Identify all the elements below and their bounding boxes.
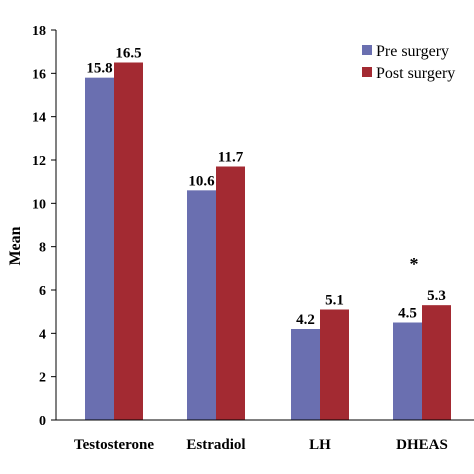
- bar-estradiol-pre: [187, 190, 216, 420]
- bar-dheas-post: [422, 305, 451, 420]
- bar-estradiol-post: [216, 166, 245, 420]
- y-axis-label: Mean: [7, 226, 24, 265]
- bar-testosterone-pre: [85, 77, 114, 421]
- data-label: 10.6: [188, 173, 215, 189]
- y-tick-label: 4: [39, 327, 46, 342]
- bar-dheas-pre: [393, 322, 422, 420]
- y-tick-label: 8: [39, 241, 46, 256]
- y-tick-label: 14: [32, 111, 46, 126]
- x-tick-label: Testosterone: [74, 437, 154, 453]
- y-tick-label: 2: [39, 371, 46, 386]
- y-tick-label: 0: [39, 414, 46, 429]
- x-tick-label: DHEAS: [396, 437, 448, 453]
- x-tick-label: LH: [309, 437, 331, 453]
- data-label: 4.2: [296, 312, 315, 328]
- bar-lh-pre: [291, 329, 320, 420]
- y-tick-label: 12: [32, 154, 46, 169]
- data-label: 16.5: [115, 46, 141, 62]
- data-label: 11.7: [218, 150, 244, 166]
- legend: Pre surgery Post surgery: [362, 43, 455, 82]
- significance-asterisk: *: [410, 254, 419, 274]
- legend-swatch: [362, 67, 372, 77]
- data-label: 4.5: [398, 306, 417, 322]
- data-label: 15.8: [86, 61, 112, 77]
- data-label: 5.3: [427, 288, 446, 304]
- y-tick-label: 10: [32, 197, 46, 212]
- data-label: 5.1: [325, 293, 344, 309]
- data-labels: 15.816.5 10.611.7 4.2 5.1 4.5 5.3 *: [86, 46, 446, 329]
- x-axis: Testosterone Estradiol LH DHEAS: [56, 419, 474, 453]
- legend-label: Post surgery: [376, 65, 455, 82]
- y-tick-label: 18: [32, 24, 46, 39]
- x-tick-label: Estradiol: [186, 437, 245, 453]
- y-tick-label: 6: [39, 284, 46, 299]
- y-tick-label: 16: [32, 67, 46, 82]
- legend-swatch: [362, 45, 372, 55]
- bars: [85, 62, 451, 421]
- legend-label: Pre surgery: [376, 43, 449, 60]
- bar-lh-post: [320, 309, 349, 420]
- bar-testosterone-post: [114, 62, 143, 420]
- y-axis: 0 2 4 6 8 10 12 14 16 18: [32, 24, 57, 429]
